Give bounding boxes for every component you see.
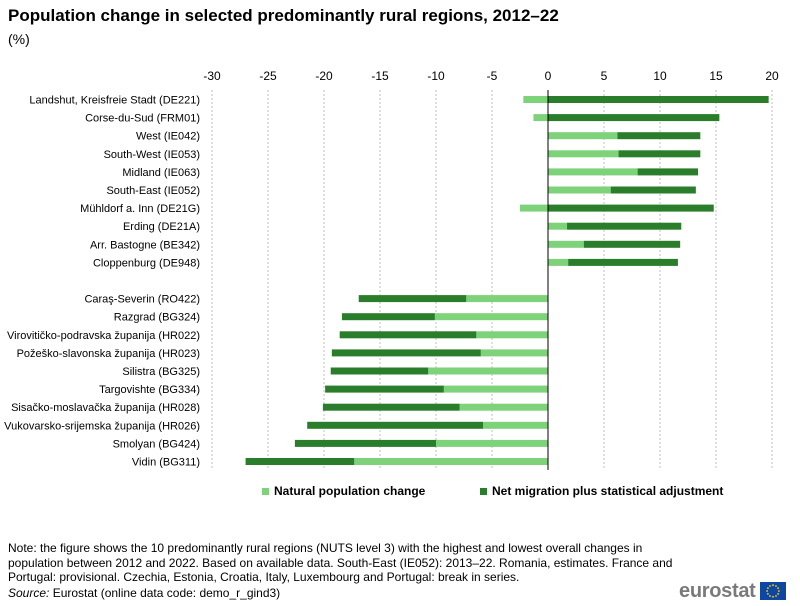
bar-net-migration: [325, 385, 444, 393]
bar-natural-change: [523, 96, 548, 103]
bar-net-migration: [339, 331, 477, 339]
bar-natural-change: [548, 258, 569, 266]
bar-natural-change: [459, 403, 548, 411]
bar-natural-change: [533, 114, 548, 122]
category-label: South-West (IE053): [104, 149, 200, 161]
bar-net-migration: [637, 168, 699, 176]
source-text: Eurostat (online data code: demo_r_gind3…: [49, 586, 281, 600]
x-tick-label: -30: [203, 69, 221, 83]
category-label: Razgrad (BG324): [114, 312, 200, 324]
bar-natural-change: [548, 132, 618, 140]
bar-natural-change: [548, 150, 619, 158]
bar-natural-change: [548, 186, 611, 194]
x-tick-label: -25: [259, 69, 277, 83]
source-label: Source:: [8, 586, 50, 600]
bar-net-migration: [548, 96, 769, 103]
category-label: Vidin (BG311): [132, 457, 200, 469]
bar-natural-change: [548, 168, 638, 176]
chart-source: Source: Eurostat (online data code: demo…: [8, 586, 280, 600]
category-label: West (IE042): [136, 131, 200, 143]
category-label: Targovishte (BG334): [99, 384, 200, 396]
bar-net-migration: [341, 313, 435, 321]
bar-net-migration: [330, 367, 429, 375]
bar-natural-change: [520, 204, 548, 212]
bar-natural-change: [436, 439, 548, 447]
x-tick-label: -5: [487, 69, 498, 83]
chart-title: Population change in selected predominan…: [8, 6, 559, 25]
bar-net-migration: [617, 132, 701, 140]
bar-net-migration: [548, 114, 720, 122]
x-tick-label: -10: [427, 69, 445, 83]
bar-net-migration: [307, 421, 484, 429]
category-label: Sisačko-moslavačka županija (HR028): [11, 402, 200, 414]
bar-net-migration: [548, 204, 714, 212]
legend-swatch: [480, 488, 487, 495]
category-label: Smolyan (BG424): [113, 438, 200, 450]
category-label: Corse-du-Sud (FRM01): [85, 113, 200, 125]
bar-natural-change: [466, 295, 548, 303]
bar-net-migration: [331, 349, 481, 357]
chart-unit: (%): [8, 31, 30, 47]
bar-natural-change: [548, 222, 568, 230]
x-tick-label: -15: [371, 69, 389, 83]
bar-natural-change: [548, 240, 584, 248]
category-label: Erding (DE21A): [123, 221, 200, 233]
bar-net-migration: [294, 439, 436, 447]
bar-natural-change: [480, 349, 548, 357]
category-label: Silistra (BG325): [122, 366, 200, 378]
bar-net-migration: [567, 222, 682, 230]
x-tick-label: 0: [545, 69, 552, 83]
chart-note: Note: the figure shows the 10 predominan…: [8, 541, 673, 584]
category-label: Vukovarsko-srijemska županija (HR026): [4, 420, 200, 432]
bar-natural-change: [476, 331, 548, 339]
chart-area: -30 -25 -20 -15 -10 -5 0 5 10 15 20 Landshut, Kreis…: [4, 69, 779, 498]
category-label: Landshut, Kreisfreie Stadt (DE221): [29, 95, 200, 107]
bar-net-migration: [322, 403, 460, 411]
eurostat-logo[interactable]: eurostat: [679, 580, 786, 602]
category-label: Virovitičko-podravska županija (HR022): [7, 330, 200, 342]
category-label: Požeško-slavonska županija (HR023): [17, 348, 200, 360]
category-label: Mühldorf a. Inn (DE21G): [80, 203, 200, 215]
bar-natural-change: [434, 313, 548, 321]
x-tick-label: 20: [765, 69, 779, 83]
bar-net-migration: [583, 240, 681, 248]
eu-flag-icon: [759, 582, 786, 600]
logo-text: eurostat: [679, 579, 756, 602]
bar-net-migration: [245, 458, 355, 465]
bar-net-migration: [568, 258, 678, 266]
category-label: Caraş-Severin (RO422): [84, 294, 200, 306]
category-label: South-East (IE052): [106, 185, 200, 197]
category-label: Midland (IE063): [122, 167, 200, 179]
category-label: Arr. Bastogne (BE342): [90, 239, 200, 251]
legend-label: Net migration plus statistical adjustmen…: [492, 484, 723, 498]
category-label: Cloppenburg (DE948): [93, 257, 200, 269]
x-tick-label: 5: [601, 69, 608, 83]
bar-net-migration: [618, 150, 701, 158]
bar-net-migration: [358, 295, 467, 303]
bar-net-migration: [610, 186, 696, 194]
bar-natural-change: [443, 385, 548, 393]
x-tick-label: 10: [653, 69, 667, 83]
bar-natural-change: [428, 367, 548, 375]
x-tick-label: -20: [315, 69, 333, 83]
bar-natural-change: [483, 421, 548, 429]
legend-swatch: [262, 488, 269, 495]
legend-label: Natural population change: [274, 484, 426, 498]
x-tick-label: 15: [709, 69, 723, 83]
bar-natural-change: [354, 458, 548, 465]
